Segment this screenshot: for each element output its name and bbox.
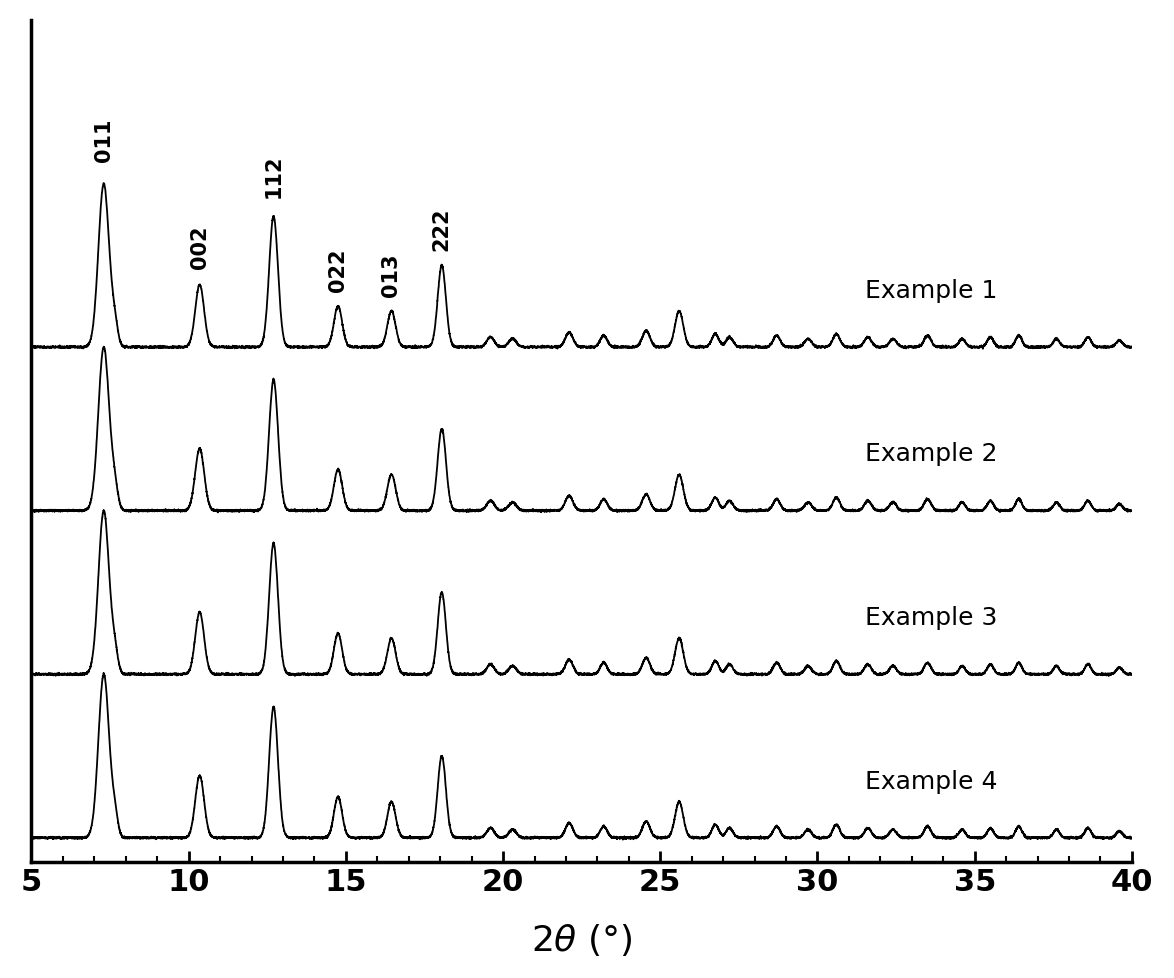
Text: 011: 011 (94, 118, 114, 161)
Text: Example 1: Example 1 (865, 279, 997, 302)
Text: 002: 002 (190, 226, 210, 269)
Text: 013: 013 (382, 253, 402, 297)
Text: 222: 222 (432, 207, 452, 251)
Text: 112: 112 (263, 154, 284, 198)
Text: Example 4: Example 4 (865, 769, 997, 793)
Text: Example 3: Example 3 (865, 605, 997, 629)
X-axis label: 2$\theta$ ($\degree$): 2$\theta$ ($\degree$) (531, 921, 633, 957)
Text: Example 2: Example 2 (865, 442, 997, 466)
Text: 022: 022 (328, 248, 348, 292)
